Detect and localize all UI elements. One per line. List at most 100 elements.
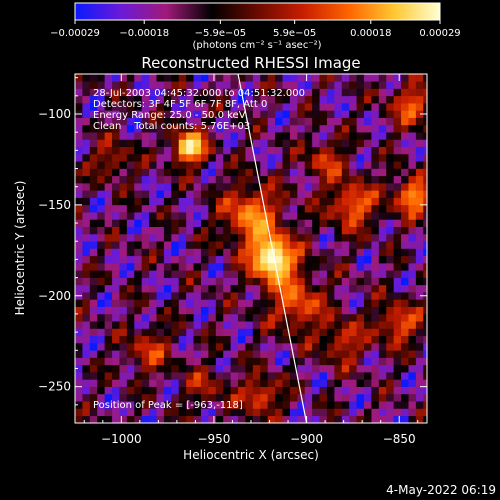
heatmap-cell	[401, 270, 409, 278]
heatmap-cell	[393, 81, 402, 89]
heatmap-cell	[141, 219, 150, 227]
heatmap-cell	[319, 168, 328, 177]
heatmap-cell	[252, 233, 261, 242]
heatmap-cell	[423, 270, 427, 278]
heatmap-cell	[408, 372, 417, 380]
heatmap-cell	[304, 415, 313, 423]
heatmap-cell	[356, 284, 365, 293]
heatmap-cell	[171, 117, 180, 126]
heatmap-cell	[326, 255, 335, 264]
heatmap-cell	[423, 146, 427, 155]
heatmap-cell	[163, 357, 172, 366]
heatmap-cell	[252, 197, 261, 206]
heatmap-cell	[356, 226, 365, 235]
heatmap-cell	[275, 103, 283, 111]
heatmap-cell	[341, 124, 350, 133]
heatmap-cell	[275, 81, 283, 89]
heatmap-cell	[238, 132, 246, 140]
heatmap-cell	[304, 95, 313, 104]
heatmap-cell	[163, 350, 172, 358]
heatmap-cell	[178, 226, 187, 235]
heatmap-cell	[119, 197, 128, 206]
heatmap-cell	[238, 284, 246, 293]
heatmap-cell	[275, 313, 283, 322]
heatmap-cell	[267, 372, 276, 380]
heatmap-cell	[119, 372, 128, 380]
peak-position-label: Position of Peak = [-963,-118]	[93, 400, 243, 411]
heatmap-cell	[260, 306, 268, 315]
heatmap-cell	[104, 277, 113, 286]
heatmap-cell	[275, 204, 283, 213]
heatmap-cell	[75, 335, 83, 344]
heatmap-cell	[260, 386, 268, 395]
heatmap-cell	[104, 197, 113, 206]
heatmap-cell	[326, 248, 335, 257]
heatmap-cell	[386, 328, 394, 337]
heatmap-cell	[82, 386, 91, 395]
heatmap-cell	[275, 110, 283, 118]
heatmap-cell	[156, 270, 165, 278]
heatmap-cell	[304, 132, 313, 140]
heatmap-cell	[415, 88, 424, 97]
heatmap-cell	[393, 226, 402, 235]
heatmap-cell	[200, 161, 209, 169]
heatmap-cell	[186, 248, 194, 257]
heatmap-cell	[156, 168, 165, 177]
heatmap-cell	[112, 153, 120, 162]
heatmap-cell	[97, 139, 105, 148]
heatmap-cell	[319, 153, 328, 162]
heatmap-cell	[275, 212, 283, 220]
heatmap-cell	[297, 386, 306, 395]
heatmap-cell	[326, 81, 335, 89]
heatmap-cell	[415, 226, 424, 235]
heatmap-cell	[215, 175, 224, 184]
heatmap-cell	[82, 233, 91, 242]
heatmap-cell	[171, 88, 180, 97]
heatmap-cell	[289, 226, 298, 235]
heatmap-cell	[282, 241, 291, 249]
heatmap-cell	[349, 306, 357, 315]
heatmap-cell	[341, 132, 350, 140]
heatmap-cell	[267, 408, 276, 417]
heatmap-cell	[104, 132, 113, 140]
heatmap-cell	[215, 146, 224, 155]
heatmap-cell	[238, 263, 246, 271]
heatmap-cell	[326, 292, 335, 300]
colorbar-fill	[74, 2, 441, 21]
heatmap-cell	[149, 393, 157, 402]
heatmap-cell	[356, 219, 365, 227]
heatmap-cell	[230, 95, 239, 104]
heatmap-cell	[371, 248, 380, 257]
heatmap-cell	[163, 408, 172, 417]
heatmap-cell	[141, 335, 150, 344]
heatmap-cell	[215, 328, 224, 337]
heatmap-cell	[245, 161, 254, 169]
heatmap-cell	[141, 306, 150, 315]
heatmap-cell	[341, 248, 350, 257]
heatmap-cell	[238, 379, 246, 387]
heatmap-cell	[126, 226, 135, 235]
heatmap-cell	[349, 233, 357, 242]
heatmap-cell	[326, 313, 335, 322]
heatmap-cell	[141, 124, 150, 133]
heatmap-cell	[171, 357, 180, 366]
heatmap-cell	[260, 321, 268, 329]
heatmap-cell	[208, 408, 217, 417]
heatmap-cell	[215, 386, 224, 395]
heatmap-cell	[186, 226, 194, 235]
heatmap-cell	[245, 74, 254, 82]
heatmap-cell	[186, 95, 194, 104]
heatmap-cell	[134, 146, 142, 155]
heatmap-cell	[119, 343, 128, 351]
heatmap-cell	[149, 386, 157, 395]
heatmap-cell	[423, 393, 427, 402]
heatmap-cell	[171, 110, 180, 118]
heatmap-cell	[156, 95, 165, 104]
heatmap-cell	[326, 306, 335, 315]
heatmap-cell	[378, 408, 387, 417]
heatmap-cell	[230, 81, 239, 89]
heatmap-cell	[349, 248, 357, 257]
heatmap-cell	[89, 393, 98, 402]
heatmap-cell	[386, 226, 394, 235]
heatmap-cell	[141, 117, 150, 126]
